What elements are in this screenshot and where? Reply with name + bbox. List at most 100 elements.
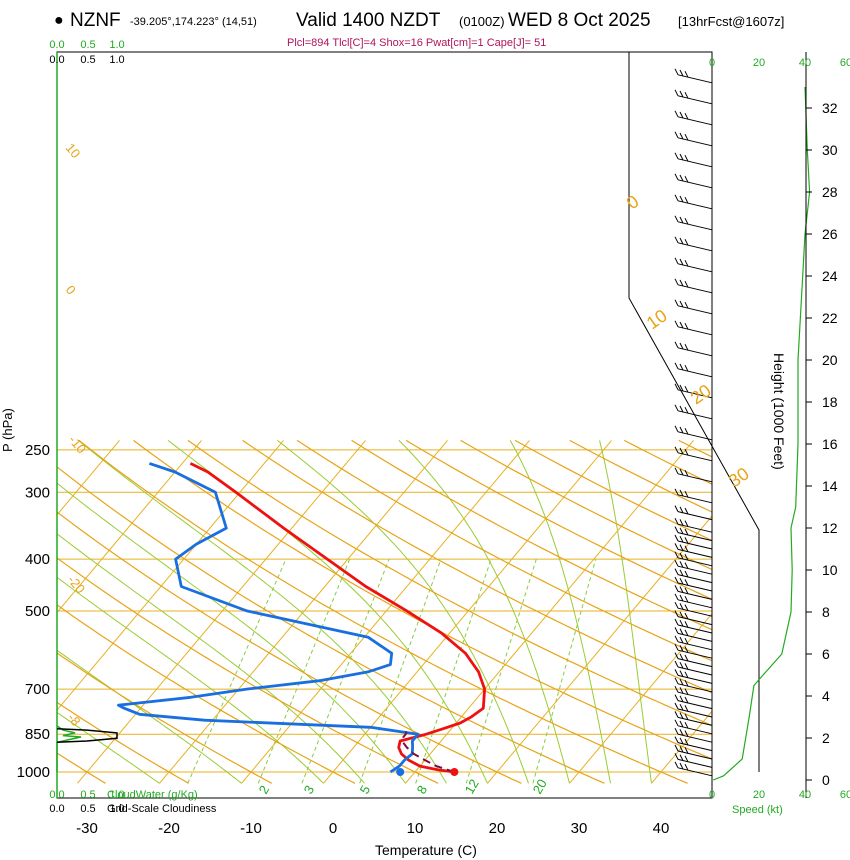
wind-barb-feather	[684, 385, 689, 393]
wind-barb-staff	[677, 666, 713, 676]
cloudiness-tick: 0.0	[49, 54, 64, 66]
wind-barb-feather	[679, 468, 684, 476]
wind-barb-feather	[684, 721, 689, 729]
x-tick-40: 40	[653, 820, 670, 837]
mixing-ratio-label: 3	[301, 783, 318, 797]
mixing-ratio-label: 2	[256, 783, 273, 797]
wind-barbs	[628, 52, 760, 777]
height-tick-0: 0	[822, 772, 830, 788]
wind-barb-feather	[679, 69, 684, 77]
plot-frame	[56, 51, 713, 799]
wind-barb-feather	[679, 258, 684, 266]
wind-barb	[674, 585, 713, 600]
cloudiness-line	[56, 727, 118, 744]
wind-barb-staff	[677, 624, 713, 634]
station-name: NZNF	[70, 10, 121, 31]
wind-barb-staff	[677, 158, 713, 168]
wind-barb-feather	[679, 586, 684, 593]
wind-barb	[674, 736, 713, 752]
dry-adiabat-line	[57, 511, 522, 784]
wind-barb-staff	[677, 725, 713, 735]
wind-barb-feather	[684, 528, 689, 536]
wind-barb-feather	[679, 703, 684, 711]
wind-barb-feather	[679, 628, 684, 635]
pressure-gridlines	[57, 449, 712, 773]
wind-barb	[674, 643, 713, 659]
wind-barb	[674, 593, 713, 609]
wind-barb-feather	[684, 621, 689, 628]
height-tick-14: 14	[822, 478, 838, 494]
wind-barb-feather	[674, 110, 679, 118]
wind-barb-staff	[677, 200, 713, 210]
cloudiness-tick: 1.0	[109, 803, 124, 815]
isotherm-line	[159, 440, 448, 784]
mixing-ratio-label: 20	[530, 776, 550, 796]
isotherm-label: -8	[65, 710, 84, 728]
wind-barb-feather	[674, 278, 679, 286]
x-axis-label: Temperature (C)	[375, 842, 477, 858]
moist-adiabat-line	[57, 576, 324, 784]
wind-barb-feather	[674, 593, 679, 601]
wind-barb	[674, 517, 713, 533]
pressure-tick-700: 700	[25, 681, 50, 698]
mixing-ratio-line	[301, 558, 390, 784]
cloud-water-tick: 0.5	[80, 39, 95, 51]
wind-barb-feather	[674, 610, 679, 617]
wind-barb-feather	[674, 685, 679, 693]
moist-adiabat-line	[599, 440, 652, 784]
wind-barb-staff	[677, 137, 713, 147]
cloud-water-tick: 0.0	[49, 789, 64, 801]
pressure-tick-300: 300	[25, 484, 50, 501]
wind-barb-feather	[684, 469, 689, 477]
wind-barb-feather	[684, 217, 689, 225]
wind-barb	[674, 576, 713, 592]
wind-barb-feather	[679, 153, 684, 161]
wind-barb-staff	[677, 179, 713, 189]
wind-barb-feather	[679, 544, 684, 551]
wind-barb-feather	[674, 505, 679, 512]
wind-barb-feather	[674, 89, 679, 97]
wind-barb-feather	[679, 405, 684, 413]
forecast-info: [13hrFcst@1607z]	[678, 14, 785, 29]
wind-barb-staff	[677, 494, 713, 504]
wind-barb	[674, 299, 713, 315]
header-bullet: ●	[54, 12, 64, 29]
wind-barb-feather	[679, 384, 684, 392]
wind-barb-staff	[677, 632, 713, 642]
height-axis-label: Height (1000 Feet)	[771, 353, 787, 470]
wind-barb	[674, 744, 713, 760]
dry-adiabat-line	[133, 439, 712, 760]
wind-barb-staff	[677, 742, 713, 752]
wind-barb-staff	[677, 641, 713, 651]
wind-barb-feather	[684, 448, 689, 456]
cloudiness-tick: 1.0	[109, 54, 124, 66]
wind-barb	[674, 652, 713, 668]
wind-barb	[674, 194, 713, 210]
wind-barb-feather	[674, 652, 679, 659]
wind-barb	[674, 543, 713, 558]
wind-barb-feather	[674, 257, 679, 265]
wind-barb	[674, 559, 713, 575]
wind-barb-feather	[674, 194, 679, 202]
wind-barb-feather	[674, 627, 679, 634]
wind-barb	[674, 702, 713, 718]
wind-barb-staff	[677, 95, 713, 105]
wind-barb-staff	[677, 473, 713, 483]
dry-adiabat-line	[57, 701, 189, 784]
wind-barb-feather	[679, 603, 684, 610]
height-tick-30: 30	[822, 142, 838, 158]
wind-barb-staff	[677, 263, 713, 273]
moist-adiabats	[57, 440, 652, 784]
dry-adiabat-line	[242, 439, 712, 694]
x-tick--10: -10	[240, 820, 262, 837]
wind-barb-feather	[684, 579, 689, 586]
dry-adiabat-line	[187, 439, 712, 727]
wind-barb-feather	[674, 446, 679, 454]
wind-barb-staff	[677, 242, 713, 252]
wind-barb-feather	[684, 755, 689, 763]
wind-barb-feather	[679, 687, 684, 694]
wind-barb-feather	[674, 694, 679, 701]
wind-barb-feather	[679, 426, 684, 434]
wind-barb-feather	[679, 577, 684, 585]
x-tick-10: 10	[407, 820, 424, 837]
